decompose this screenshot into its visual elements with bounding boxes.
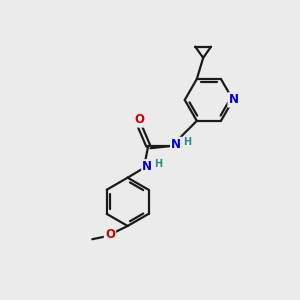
Text: O: O <box>105 228 115 241</box>
Text: O: O <box>134 113 144 127</box>
Text: N: N <box>229 93 238 106</box>
Text: N: N <box>171 138 181 151</box>
Text: H: H <box>154 159 163 170</box>
Text: N: N <box>142 160 152 173</box>
Text: H: H <box>183 137 191 147</box>
